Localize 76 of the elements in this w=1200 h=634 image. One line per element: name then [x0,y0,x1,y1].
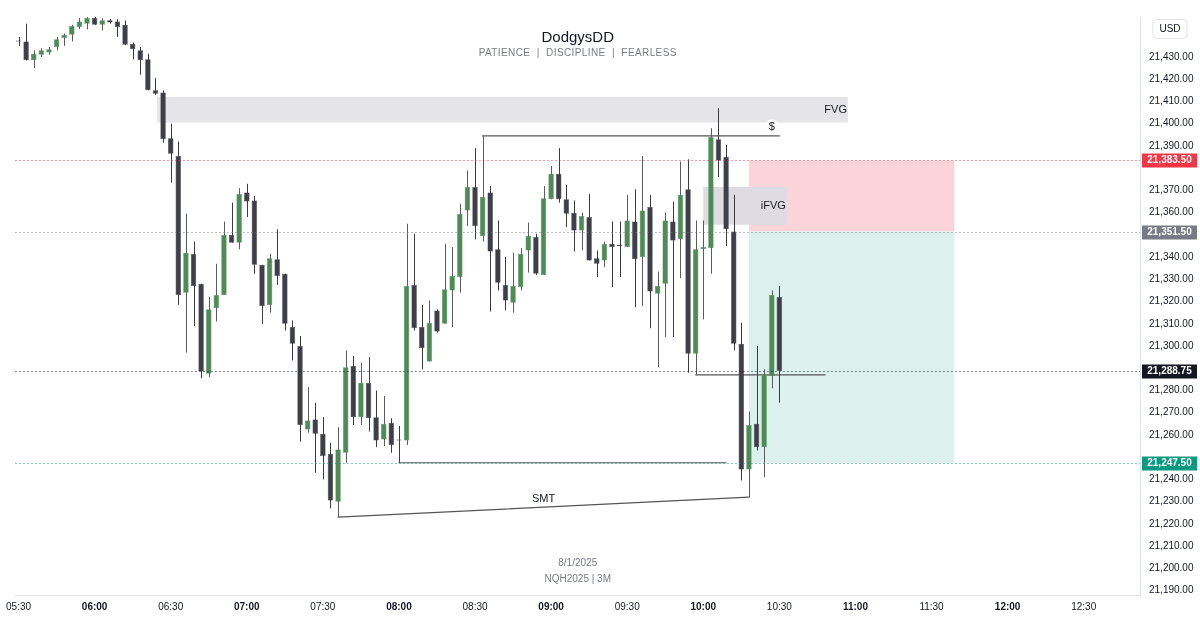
y-axis-title: USD [1152,19,1188,39]
y-tick-label: 21,260.00 [1149,428,1194,440]
x-tick-label: 12:30 [1071,600,1097,612]
y-tick-label: 21,320.00 [1149,295,1194,307]
candlestick [449,246,455,328]
candlestick [388,417,395,454]
y-tick-label: 21,240.00 [1149,473,1194,485]
candlestick [510,252,516,314]
candlestick [609,221,615,288]
candlestick [380,395,387,447]
candlestick [289,319,296,361]
y-tick-label: 21,360.00 [1149,206,1194,218]
y-tick-label: 21,190.00 [1149,584,1194,596]
x-tick-label: 10:00 [690,600,717,612]
x-tick-label: 09:30 [614,600,641,612]
y-tick-label: 21,230.00 [1149,495,1194,507]
x-tick-label: 12:00 [994,600,1021,612]
x-tick-label: 11:00 [842,600,869,612]
x-tick-label: 05:30 [6,600,32,612]
candlestick [464,169,471,227]
x-tick-label: 07:00 [233,600,260,612]
y-tick-label: 21,340.00 [1149,250,1194,262]
y-tick-label: 21,200.00 [1149,562,1194,574]
x-tick-label: 06:00 [81,600,108,612]
ref-line-label: 21,247.50 [1147,457,1193,469]
x-tick-label: 09:00 [538,600,565,612]
x-tick-label: 10:30 [766,600,793,612]
candlestick [654,271,661,368]
y-tick-label: 21,300.00 [1149,339,1194,351]
x-tick-label: 08:00 [386,600,413,612]
candlestick [578,212,585,251]
annotation: $ [768,120,775,133]
ref-line-label: 21,351.50 [1147,226,1193,238]
candlestick [434,308,440,334]
candlestick [715,107,722,178]
x-tick-label: 11:30 [919,600,945,612]
x-tick-label: 06:30 [158,600,184,612]
y-tick-label: 21,390.00 [1149,139,1194,151]
candlestick [525,222,532,274]
x-tick-label: 08:30 [462,600,488,612]
y-tick-label: 21,210.00 [1149,539,1194,551]
y-tick-label: 21,370.00 [1149,184,1194,196]
x-tick-label: 07:30 [310,600,336,612]
y-tick-label: 21,270.00 [1149,406,1194,418]
y-tick-label: 21,410.00 [1149,95,1194,107]
candlestick [304,386,311,434]
candlestick [137,46,143,76]
candlestick [502,256,509,311]
candlestick [320,416,326,480]
annotation: FVG [824,102,847,115]
text: PATIENCE | DISCIPLINE | FEARLESS [478,47,677,58]
candlestick [228,202,235,244]
y-tick-label: 21,420.00 [1149,73,1194,84]
ref-line-label: 21,288.75 [1147,365,1193,377]
candlestick [571,199,577,253]
candlestick [23,23,29,61]
text: DodgysDD [541,27,614,45]
y-tick-label: 21,220.00 [1149,517,1194,529]
annotation: NQH2025 | 3M [544,573,611,584]
candlestick [563,184,570,228]
candlestick [213,263,220,323]
y-tick-label: 21,400.00 [1149,117,1194,129]
y-tick-label: 21,430.00 [1149,50,1194,62]
candlestick [601,241,608,268]
ref-line-label: 21,383.50 [1147,154,1193,166]
annotation: 8/1/2025 [558,557,598,568]
candlestick [274,228,280,286]
candlestick [753,345,760,451]
candlestick [167,123,174,184]
y-tick-label: 21,310.00 [1149,317,1194,329]
y-tick-label: 21,280.00 [1149,384,1194,396]
annotation: SMT [531,491,556,504]
y-tick-label: 21,330.00 [1149,273,1194,285]
annotation: iFVG [760,198,786,211]
candlestick [244,183,250,218]
candlestick [700,219,707,320]
